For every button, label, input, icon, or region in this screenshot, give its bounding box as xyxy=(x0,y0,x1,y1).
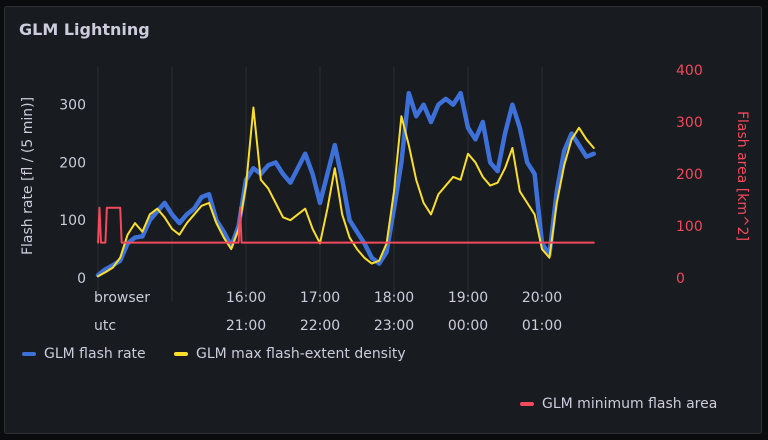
xtick-label: 17:00 xyxy=(300,290,340,306)
ytick-left-label: 200 xyxy=(59,155,86,171)
xtick-row-label: utc xyxy=(94,318,116,334)
ytick-right-label: 0 xyxy=(676,271,685,287)
ytick-left-label: 100 xyxy=(59,213,86,229)
series-line-flash-rate xyxy=(95,90,597,278)
xtick-label: 22:00 xyxy=(300,318,340,334)
legend-item-max-density[interactable]: GLM max flash-extent density xyxy=(174,346,406,362)
ylabel-left: Flash rate [fl / (5 min)] xyxy=(20,97,36,255)
legend-label: GLM flash rate xyxy=(44,346,146,362)
ytick-right-label: 100 xyxy=(676,219,703,235)
ytick-left-label: 0 xyxy=(77,271,86,287)
legend-label: GLM max flash-extent density xyxy=(196,346,406,362)
x-axis: browser 16:00 17:00 18:00 19:00 20:00 utc 21:00… xyxy=(94,290,562,334)
xtick-label: 23:00 xyxy=(374,318,414,334)
xtick-label: 21:00 xyxy=(226,318,266,334)
xtick-label: 19:00 xyxy=(448,290,488,306)
legend-swatch-blue xyxy=(22,352,36,356)
left-axis: 0 100 200 300 xyxy=(59,98,86,287)
ytick-right-label: 200 xyxy=(676,167,703,183)
chart-panel: GLM Lightning xyxy=(4,6,762,434)
series-line-min-area xyxy=(97,206,595,244)
xtick-label: 00:00 xyxy=(448,318,488,334)
ylabel-right: Flash area [km^2] xyxy=(734,111,750,241)
panel-title: GLM Lightning xyxy=(19,20,150,39)
series-lines xyxy=(95,90,597,278)
xtick-label: 01:00 xyxy=(522,318,562,334)
xtick-label: 16:00 xyxy=(226,290,266,306)
legend-swatch-yellow xyxy=(174,352,188,356)
ytick-right-label: 400 xyxy=(676,63,703,79)
ytick-right-label: 300 xyxy=(676,115,703,131)
legend-swatch-red xyxy=(520,402,534,406)
legend-label: GLM minimum flash area xyxy=(542,396,718,412)
legend-item-flash-rate[interactable]: GLM flash rate xyxy=(22,346,146,362)
xtick-label: 20:00 xyxy=(522,290,562,306)
grid xyxy=(97,66,543,302)
ytick-left-label: 300 xyxy=(59,98,86,114)
xtick-row-label: browser xyxy=(94,290,150,306)
series-line-max-density xyxy=(97,106,595,278)
xtick-label: 18:00 xyxy=(374,290,414,306)
legend-item-min-area[interactable]: GLM minimum flash area xyxy=(520,396,717,412)
right-axis: 0 100 200 300 400 xyxy=(676,63,703,287)
